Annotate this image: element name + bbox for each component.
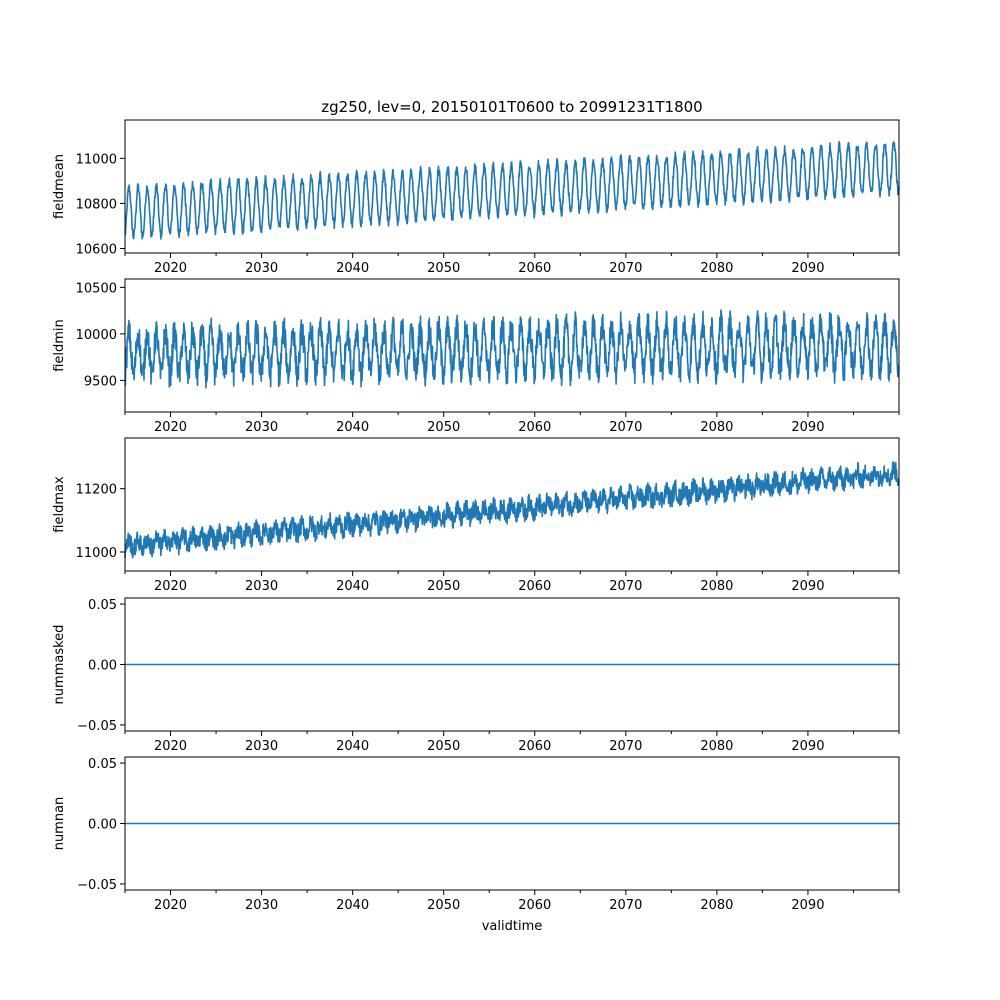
numnan-y-tick-label: 0.00 — [88, 818, 117, 833]
chart-title: zg250, lev=0, 20150101T0600 to 20991231T… — [321, 98, 702, 116]
fieldmean-y-tick-label: 11000 — [76, 152, 117, 167]
numnan-x-tick-label: 2080 — [700, 898, 733, 913]
fieldmean-y-tick-label: 10600 — [76, 242, 117, 257]
fieldmean-series-line — [124, 140, 900, 240]
fieldmin-x-tick-label: 2070 — [609, 420, 642, 435]
fieldmean-x-tick-label: 2030 — [245, 261, 278, 276]
fieldmean-y-tick-label: 10800 — [76, 197, 117, 212]
fieldmin-y-tick-label: 10000 — [76, 328, 117, 343]
fieldmin-series-line — [124, 309, 900, 389]
panel-nummasked: 2020 2030 2040 2050 2060 2070 2080 2090 −0.05 0.0… — [52, 597, 900, 754]
numnan-x-tick-label: 2060 — [518, 898, 551, 913]
panels: 2020 2030 2040 2050 2060 2070 2080 2090 10600 108… — [52, 119, 900, 913]
fieldmin-x-tick-label: 2050 — [427, 420, 460, 435]
nummasked-y-tick-label: −0.05 — [77, 719, 117, 734]
nummasked-x-tick-label: 2060 — [518, 739, 551, 754]
nummasked-x-tick-label: 2030 — [245, 739, 278, 754]
fieldmax-y-tick-label: 11200 — [76, 483, 117, 498]
x-axis-label: validtime — [482, 919, 543, 934]
fieldmax-x-tick-label: 2070 — [609, 579, 642, 594]
nummasked-y-tick-label: 0.00 — [88, 659, 117, 674]
nummasked-x-tick-label: 2090 — [791, 739, 824, 754]
fieldmean-x-tick-label: 2040 — [336, 261, 369, 276]
numnan-x-tick-label: 2070 — [609, 898, 642, 913]
nummasked-y-axis-label: nummasked — [52, 625, 67, 705]
numnan-x-tick-label: 2050 — [427, 898, 460, 913]
panel-numnan: 2020 2030 2040 2050 2060 2070 2080 2090 −0.05 0.0… — [52, 756, 900, 913]
numnan-x-tick-label: 2020 — [154, 898, 187, 913]
fieldmin-y-tick-label: 10500 — [76, 281, 117, 296]
numnan-y-tick-label: 0.05 — [88, 757, 117, 772]
fieldmin-x-tick-label: 2080 — [700, 420, 733, 435]
fieldmean-x-tick-label: 2090 — [791, 261, 824, 276]
fieldmin-x-tick-label: 2020 — [154, 420, 187, 435]
fieldmean-x-tick-label: 2070 — [609, 261, 642, 276]
fieldmean-x-tick-label: 2050 — [427, 261, 460, 276]
fieldmin-x-tick-label: 2060 — [518, 420, 551, 435]
nummasked-x-tick-label: 2080 — [700, 739, 733, 754]
nummasked-x-tick-label: 2050 — [427, 739, 460, 754]
fieldmax-axes-frame — [124, 437, 900, 572]
numnan-x-tick-label: 2040 — [336, 898, 369, 913]
fieldmean-x-tick-label: 2060 — [518, 261, 551, 276]
fieldmin-y-tick-label: 9500 — [84, 374, 117, 389]
fieldmax-y-axis-label: fieldmax — [52, 476, 67, 533]
nummasked-x-tick-label: 2020 — [154, 739, 187, 754]
numnan-y-tick-label: −0.05 — [77, 878, 117, 893]
panel-fieldmean: 2020 2030 2040 2050 2060 2070 2080 2090 10600 108… — [52, 119, 900, 276]
fieldmin-x-tick-label: 2030 — [245, 420, 278, 435]
fieldmin-x-tick-label: 2040 — [336, 420, 369, 435]
fieldmean-y-axis-label: fieldmean — [52, 154, 67, 219]
fieldmean-x-tick-label: 2020 — [154, 261, 187, 276]
numnan-x-tick-label: 2090 — [791, 898, 824, 913]
nummasked-x-tick-label: 2040 — [336, 739, 369, 754]
numnan-x-tick-label: 2030 — [245, 898, 278, 913]
panel-fieldmax: 2020 2030 2040 2050 2060 2070 2080 2090 11000 112… — [52, 437, 900, 594]
panel-fieldmin: 2020 2030 2040 2050 2060 2070 2080 2090 9500 1000… — [52, 278, 900, 435]
fieldmax-x-tick-label: 2030 — [245, 579, 278, 594]
nummasked-x-tick-label: 2070 — [609, 739, 642, 754]
fieldmax-x-tick-label: 2050 — [427, 579, 460, 594]
nummasked-y-tick-label: 0.05 — [88, 598, 117, 613]
fieldmax-y-tick-label: 11000 — [76, 546, 117, 561]
numnan-y-axis-label: numnan — [52, 797, 67, 851]
fieldmean-axes-frame — [124, 119, 900, 254]
fieldmax-x-tick-label: 2060 — [518, 579, 551, 594]
fieldmean-x-tick-label: 2080 — [700, 261, 733, 276]
fieldmax-x-tick-label: 2020 — [154, 579, 187, 594]
fieldmin-axes-frame — [124, 278, 900, 413]
fieldmin-y-axis-label: fieldmin — [52, 319, 67, 372]
fieldmax-x-tick-label: 2080 — [700, 579, 733, 594]
fieldmax-series-line — [124, 461, 900, 559]
fieldmax-x-tick-label: 2090 — [791, 579, 824, 594]
fieldmax-x-tick-label: 2040 — [336, 579, 369, 594]
fieldmin-x-tick-label: 2090 — [791, 420, 824, 435]
